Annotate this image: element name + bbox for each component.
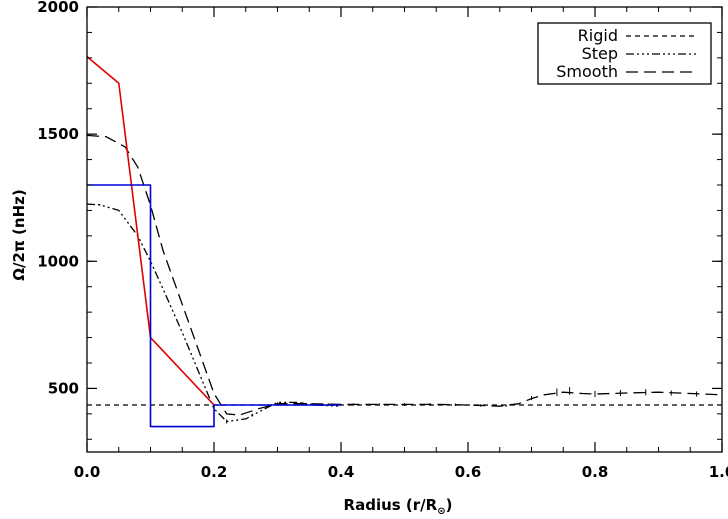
series-line-step-1 (86, 203, 342, 423)
x-tick-label: 0.0 (74, 463, 101, 481)
x-tick-label: 0.4 (328, 463, 355, 481)
legend: Rigid Step Smooth (537, 22, 712, 85)
series-line-blue-4 (87, 184, 341, 428)
legend-label-step: Step (582, 44, 618, 63)
x-tick-label: 0.8 (582, 463, 609, 481)
x-axis-label-close: ) (446, 496, 453, 514)
legend-label-smooth: Smooth (556, 62, 618, 81)
tick-layer (86, 6, 723, 452)
y-tick-label: 1000 (37, 252, 79, 270)
y-tick-label: 500 (48, 379, 79, 397)
y-tick-label: 1500 (37, 125, 79, 143)
series-layer (86, 55, 723, 428)
ticklabel-layer: 0.0 0.2 0.4 0.6 0.8 1.0 500 1000 1500 2000 (37, 0, 728, 481)
y-axis-label: Ω/2π (nHz) (10, 189, 28, 280)
x-tick-label: 1.0 (709, 463, 728, 481)
series-line-smooth-2 (86, 134, 723, 416)
x-axis-label-sub: ⊙ (437, 506, 445, 517)
legend-label-rigid: Rigid (578, 26, 618, 45)
x-axis-label: Radius (r/R⊙) (344, 496, 453, 517)
errorbar-layer (99, 204, 698, 424)
series-line-red-3 (86, 55, 215, 406)
x-tick-label: 0.6 (455, 463, 482, 481)
x-axis-label-main: Radius (r/R (344, 496, 438, 514)
x-tick-label: 0.2 (201, 463, 228, 481)
y-tick-label: 2000 (37, 0, 79, 16)
